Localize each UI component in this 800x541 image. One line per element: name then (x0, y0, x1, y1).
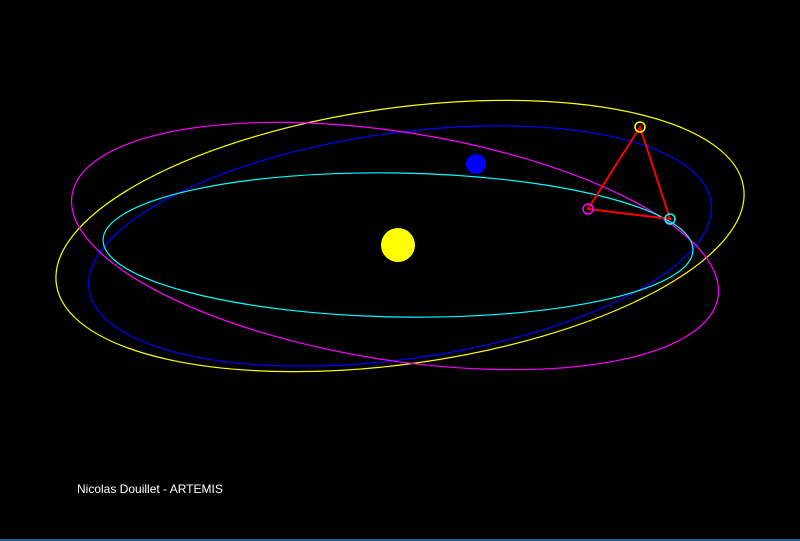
orbit-diagram: Nicolas Douillet - ARTEMIS (0, 0, 800, 541)
sun (381, 228, 415, 262)
earth (466, 154, 486, 174)
orbit-svg (0, 0, 800, 541)
credit-text: Nicolas Douillet - ARTEMIS (77, 482, 223, 496)
